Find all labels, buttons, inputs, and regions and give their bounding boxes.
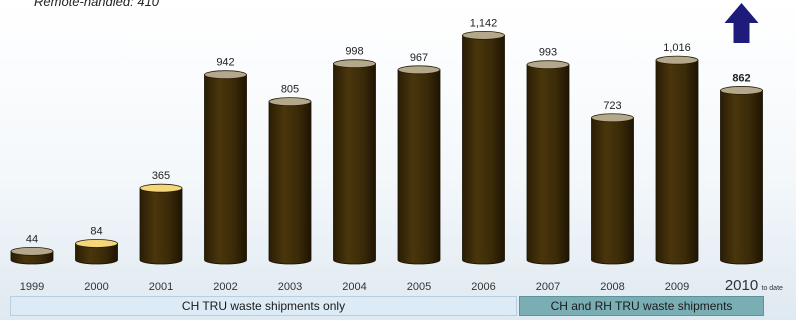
bar-top [655,55,699,65]
category-label-2001: 2001 [149,281,173,293]
bar-top [526,60,570,70]
category-label-2009: 2009 [665,281,689,293]
category-label-2005: 2005 [407,281,431,293]
to-date-label: to date [762,285,784,292]
bar-2000 [75,239,118,265]
bar-top [720,86,763,95]
bar-2005 [397,65,441,265]
bar-top [591,113,634,123]
bar-body [526,64,570,265]
bar-2001 [139,183,183,265]
value-label-2007: 993 [539,47,557,59]
category-label-1999: 1999 [20,281,44,293]
bar-top [10,246,54,256]
remote-handled-note: Remote-handled: 410 [34,0,160,9]
bar-2009 [655,55,699,265]
bar-body [333,63,376,265]
bar-top [397,65,441,75]
up-arrow-icon [724,3,759,43]
bar-top [333,59,376,69]
category-label-2007: 2007 [536,281,560,293]
value-label-2005: 967 [410,52,428,64]
bar-body [591,117,634,265]
band-ch-tru-only: CH TRU waste shipments only [10,296,517,316]
bar-top [139,183,183,193]
category-label-2002: 2002 [213,281,237,293]
bar-top [268,97,312,107]
bar-body [655,59,699,265]
bar-body [204,74,247,265]
bar-body [75,243,118,265]
value-label-2009: 1,016 [663,42,691,54]
band-ch-rh-tru: CH and RH TRU waste shipments [519,296,764,316]
value-label-2008: 723 [603,100,621,112]
category-label-2000: 2000 [84,281,108,293]
bar-body [139,187,183,265]
bar-body [397,69,441,265]
category-label-2006: 2006 [471,281,495,293]
category-label-2003: 2003 [278,281,302,293]
category-label-2008: 2008 [600,281,624,293]
value-label-2001: 365 [152,170,170,182]
value-label-2003: 805 [281,84,299,96]
category-label-2004: 2004 [342,281,366,293]
bar-1999 [10,246,54,265]
bar-2004 [333,59,376,265]
bar-body [462,34,505,265]
category-label-2010: 2010 [725,277,758,294]
bar-body [720,90,763,265]
bar-2003 [268,97,312,265]
bar-top [462,30,505,40]
value-label-1999: 44 [26,233,38,245]
bar-2007 [526,60,570,265]
value-label-2006: 1,142 [470,17,498,29]
value-label-2000: 84 [90,225,102,237]
bar-body [268,101,312,265]
bar-2006 [462,30,505,265]
value-label-2002: 942 [216,57,234,69]
bar-top [75,239,118,248]
value-label-2010: 862 [732,72,750,84]
bar-2010 [720,86,763,265]
bar-2002 [204,70,247,265]
bar-2008 [591,113,634,265]
value-label-2004: 998 [345,46,363,58]
bar-top [204,70,247,80]
